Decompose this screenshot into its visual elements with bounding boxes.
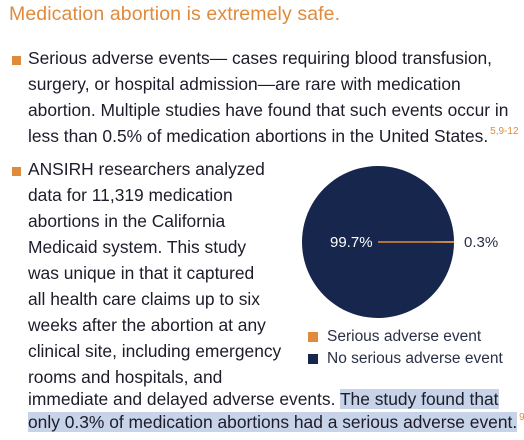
legend-label-no-serious: No serious adverse event (327, 350, 503, 367)
page-title: Medication abortion is extremely safe. (9, 3, 341, 25)
bullet2-line-2: data for 11,319 medication (28, 185, 233, 205)
bullet2-line-7: weeks after the abortion at any (28, 315, 266, 335)
bullet-marker-1 (12, 56, 21, 65)
bullet2-line-11: only 0.3% of medication abortions had a … (28, 410, 524, 438)
bullet1-line-1: Serious adverse events— cases requiring … (28, 48, 493, 68)
bullet2-line-9: rooms and hospitals, and (28, 367, 223, 387)
legend-label-serious: Serious adverse event (327, 328, 482, 345)
highlighted-text: The study found that (339, 389, 499, 409)
bullet2-line-1: ANSIRH researchers analyzed (28, 159, 265, 179)
legend-swatch-serious (308, 332, 318, 342)
bullet2-line-6: all health care claims up to six (28, 289, 260, 309)
bullet-marker-2 (12, 167, 21, 176)
bullet2-reference[interactable]: 9 (519, 412, 524, 423)
bullet1-reference[interactable]: 5,9-12 (490, 126, 519, 137)
pie-label-serious: 0.3% (464, 234, 498, 251)
pie-chart-svg: 99.7% 0.3% (302, 165, 498, 318)
bullet1-line-4-text: less than 0.5% of medication abortions i… (28, 126, 489, 146)
pie-slice-no-serious (302, 165, 454, 318)
bullet2-line-10-plain: immediate and delayed adverse events. (28, 389, 340, 409)
bullet1-line-4: less than 0.5% of medication abortions i… (28, 124, 519, 152)
chart-legend: Serious adverse event No serious adverse… (308, 326, 518, 370)
bullet2-line-3: abortions in the California (28, 211, 226, 231)
bullet2-line-8: clinical site, including emergency (28, 341, 282, 361)
pie-label-no-serious: 99.7% (330, 234, 373, 251)
bullet1-line-2: surgery, or hospital admission—are rare … (28, 74, 461, 94)
highlighted-text: only 0.3% of medication abortions had a … (28, 412, 518, 432)
legend-item-no-serious: No serious adverse event (308, 348, 518, 370)
legend-item-serious: Serious adverse event (308, 326, 518, 348)
bullet2-line-10: immediate and delayed adverse events. Th… (28, 387, 499, 411)
bullet2-line-5: was unique in that it captured (28, 263, 255, 283)
pie-chart: 99.7% 0.3% (300, 160, 524, 330)
bullet1-line-3: abortion. Multiple studies have found th… (28, 100, 509, 120)
legend-swatch-no-serious (308, 354, 318, 364)
bullet2-line-4: Medicaid system. This study (28, 237, 247, 257)
